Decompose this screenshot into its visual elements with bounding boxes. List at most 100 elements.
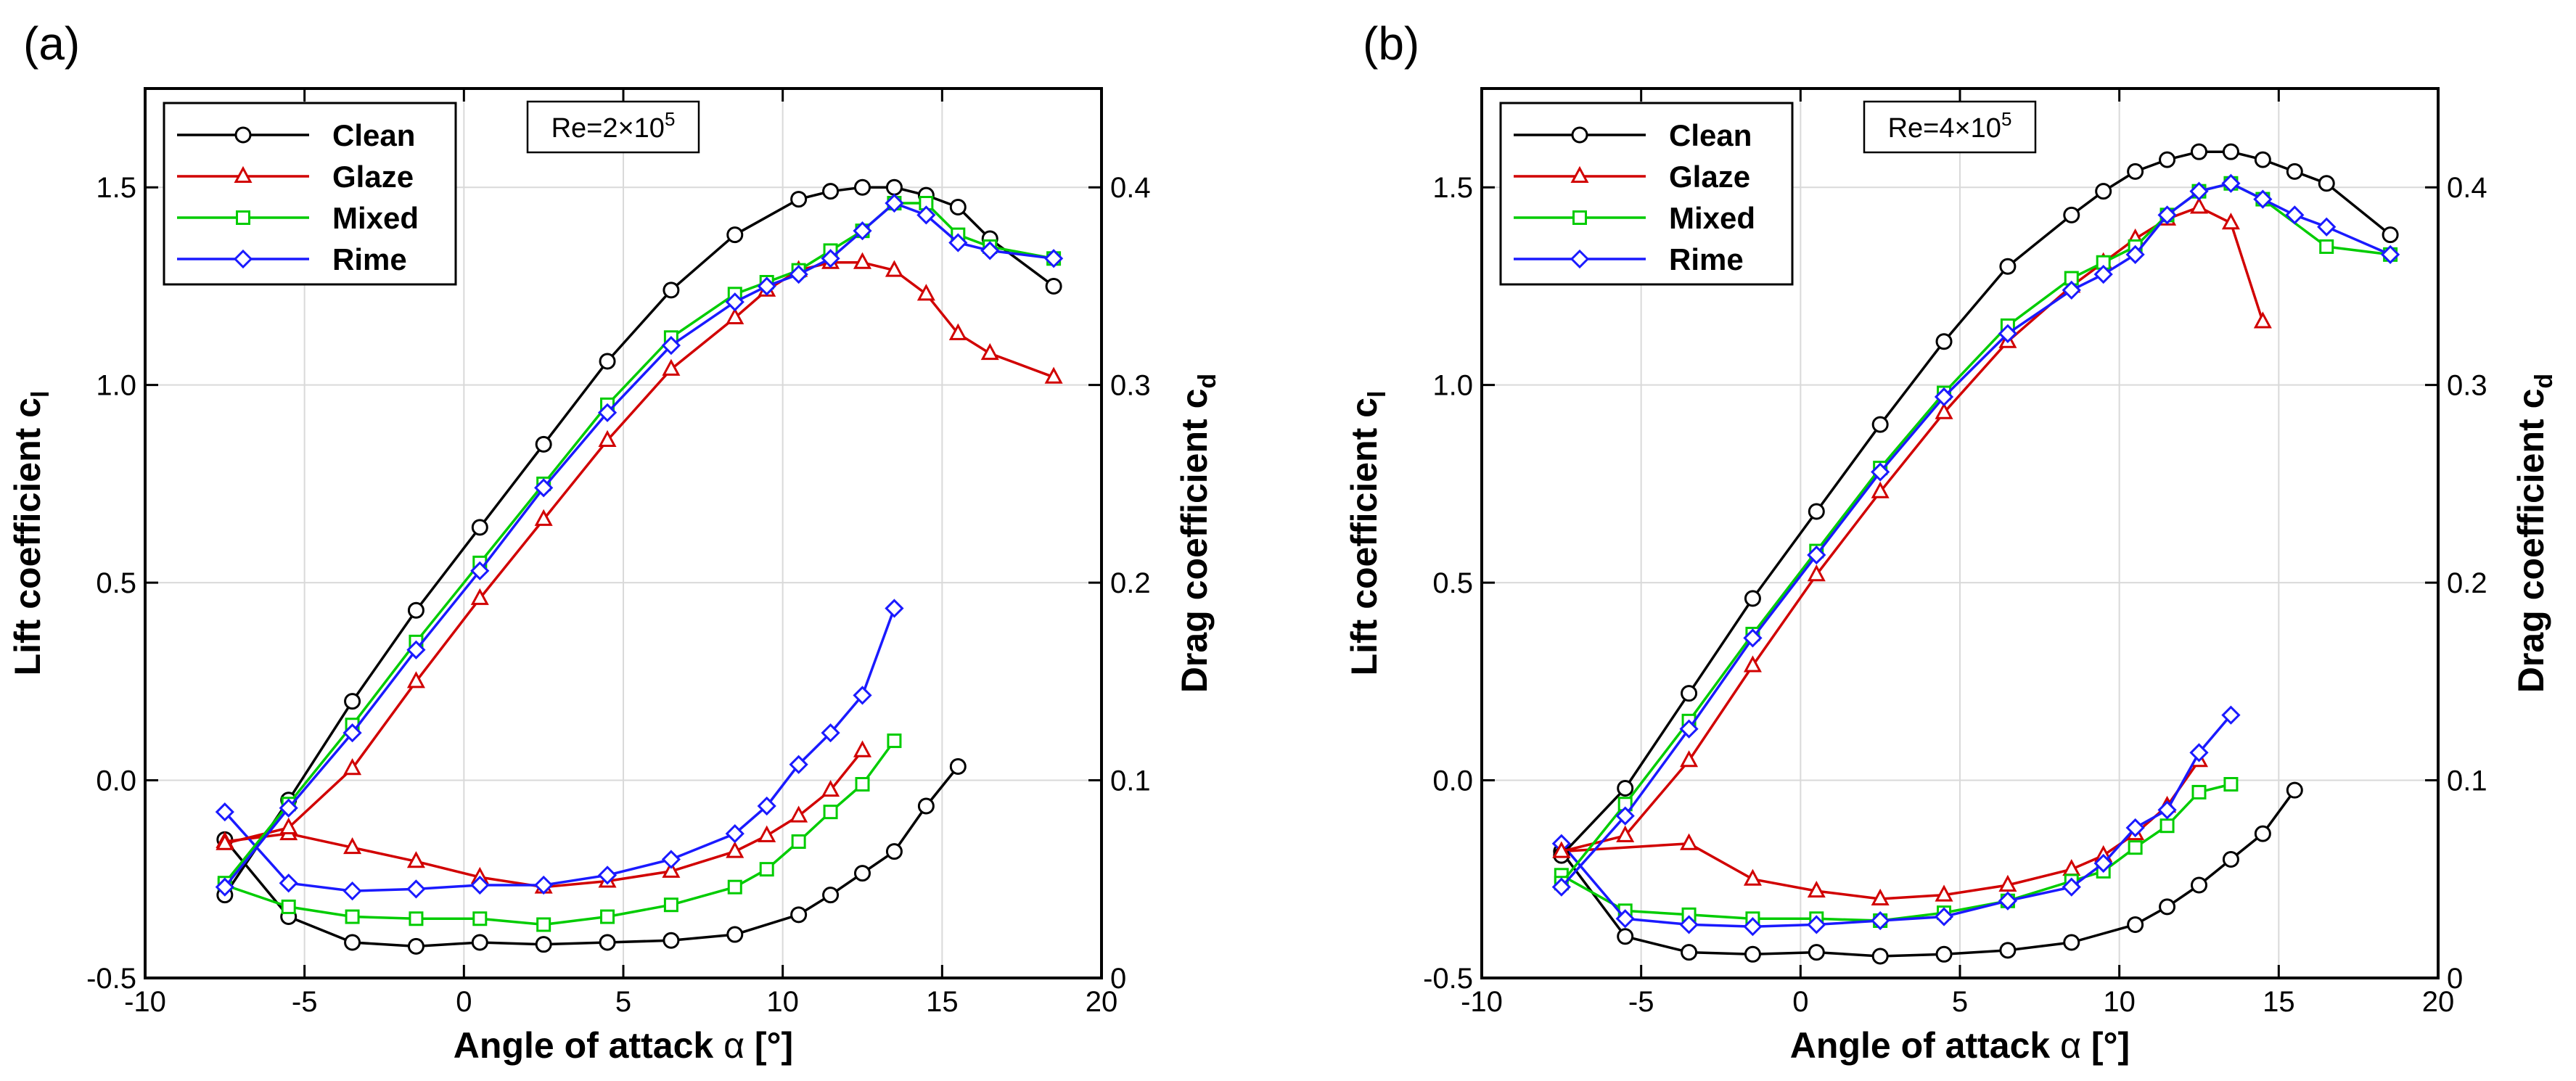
y-left-tick-label: 1.0 (96, 370, 136, 402)
legend-label-rime: Rime (332, 242, 407, 276)
drag-point-clean (726, 926, 744, 943)
lift-point-glaze (470, 588, 489, 605)
lift-point-clean (1045, 277, 1062, 295)
lift-point-clean (2318, 175, 2335, 192)
drag-point-clean (1871, 948, 1889, 965)
legend-marker-clean (234, 126, 252, 144)
drag-point-mixed (2159, 818, 2175, 834)
lift-point-clean (2382, 226, 2399, 244)
lift-point-clean (2286, 163, 2303, 180)
lift-point-glaze (2221, 213, 2240, 230)
panel-a: (a)-10 -5 0 5 10 15 20-0.50.00.51.01.500.10.20… (7, 17, 1221, 1066)
drag-point-clean (2191, 876, 2207, 894)
lift-point-clean (2127, 163, 2144, 180)
lift-point-rime (2380, 244, 2400, 264)
drag-point-mixed (727, 879, 742, 895)
y-right-axis-title-main: Drag coefficient c (1174, 389, 1215, 694)
lift-point-clean (535, 435, 552, 453)
drag-point-glaze (1998, 874, 2017, 892)
drag-point-mixed (791, 834, 806, 850)
lift-point-rime (885, 193, 904, 213)
drag-point-mixed (536, 917, 551, 932)
drag-point-clean (790, 906, 808, 924)
drag-point-rime (1743, 917, 1763, 937)
y-right-tick-label: 0.1 (2447, 765, 2487, 797)
lift-point-clean (407, 601, 424, 619)
lift-point-rime (1871, 462, 1890, 482)
drag-point-rime (2221, 705, 2241, 725)
drag-point-mixed (759, 862, 774, 877)
drag-point-mixed (2223, 777, 2239, 792)
lift-series-glaze (216, 252, 1063, 850)
plot-frame (144, 87, 1103, 979)
panel-b: (b)-10 -5 0 5 10 15 20-0.50.00.51.01.500.10.20… (1344, 17, 2558, 1066)
x-axis-title-unit: [°] (745, 1025, 793, 1066)
lift-point-glaze (1552, 841, 1571, 858)
drag-point-mixed (663, 897, 678, 913)
lift-point-clean (854, 178, 871, 196)
lift-point-glaze (726, 307, 745, 325)
drag-point-glaze (821, 780, 840, 797)
lift-point-glaze (1743, 655, 1762, 673)
legend-label-clean: Clean (1669, 118, 1752, 152)
lift-point-glaze (948, 323, 967, 340)
reynolds-prefix: Re=2 (551, 113, 618, 144)
y-right-tick-label: 0.4 (2447, 172, 2487, 204)
series-layer (215, 178, 1064, 955)
drag-point-clean (599, 934, 616, 951)
drag-point-rime (821, 723, 840, 743)
drag-point-clean (885, 843, 903, 860)
drag-point-clean (949, 757, 967, 775)
drag-point-glaze (789, 805, 808, 823)
x-tick-label: -5 (292, 986, 318, 1018)
legend-label-glaze: Glaze (1669, 160, 1750, 194)
drag-point-clean (1744, 945, 1761, 963)
x-tick-label: 10 (2103, 986, 2136, 1018)
y-left-axis-title: Lift coefficient cl (7, 391, 54, 676)
drag-point-rime (885, 599, 904, 618)
legend-label-mixed: Mixed (332, 201, 419, 235)
lift-point-glaze (1044, 366, 1063, 384)
lift-point-rime (2221, 173, 2241, 193)
drag-point-mixed (2128, 840, 2143, 855)
x-tick-label: 20 (1086, 986, 1118, 1018)
drag-point-glaze (1807, 880, 1826, 898)
lift-point-rime (2062, 280, 2081, 300)
drag-point-glaze (1871, 888, 1890, 906)
lift-point-glaze (343, 758, 362, 776)
lift-point-clean (344, 693, 361, 710)
drag-point-rime (470, 875, 490, 895)
y-left-axis-title-sub: l (1363, 391, 1391, 398)
lift-point-clean (949, 198, 967, 215)
lift-point-rime (2093, 264, 2113, 284)
drag-point-clean (2286, 781, 2303, 799)
drag-point-clean (822, 887, 840, 904)
drag-point-rime (534, 875, 554, 895)
drag-point-rime (406, 879, 426, 899)
lift-point-clean (1744, 590, 1761, 607)
drag-point-glaze (343, 837, 362, 855)
y-right-tick-label: 0.2 (1110, 567, 1151, 599)
drag-point-mixed (855, 777, 870, 792)
lift-point-clean (790, 191, 808, 208)
lift-point-glaze (662, 358, 681, 376)
legend-box (1499, 102, 1794, 286)
drag-point-clean (1617, 928, 1634, 945)
drag-series-rime (1551, 705, 2241, 937)
drag-point-mixed (2191, 784, 2207, 800)
drag-point-clean (535, 936, 552, 953)
lift-point-rime (789, 264, 808, 284)
x-axis-title: Angle of attack α [°] (454, 1025, 793, 1066)
lift-point-clean (2222, 143, 2239, 160)
legend-marker-rime (233, 249, 253, 269)
legend: Clean Glaze Mixed Rime (163, 102, 457, 286)
drag-point-glaze (1743, 868, 1762, 886)
drag-point-mixed (281, 899, 296, 914)
y-left-axis-title-main: Lift coefficient c (7, 398, 48, 675)
lift-point-glaze (2189, 197, 2209, 214)
y-right-axis-title-main: Drag coefficient c (2511, 389, 2551, 694)
lift-point-rime (2253, 189, 2273, 209)
lift-point-rime (757, 276, 776, 296)
lift-series-rime (1551, 173, 2400, 897)
drag-point-mixed (887, 733, 902, 749)
